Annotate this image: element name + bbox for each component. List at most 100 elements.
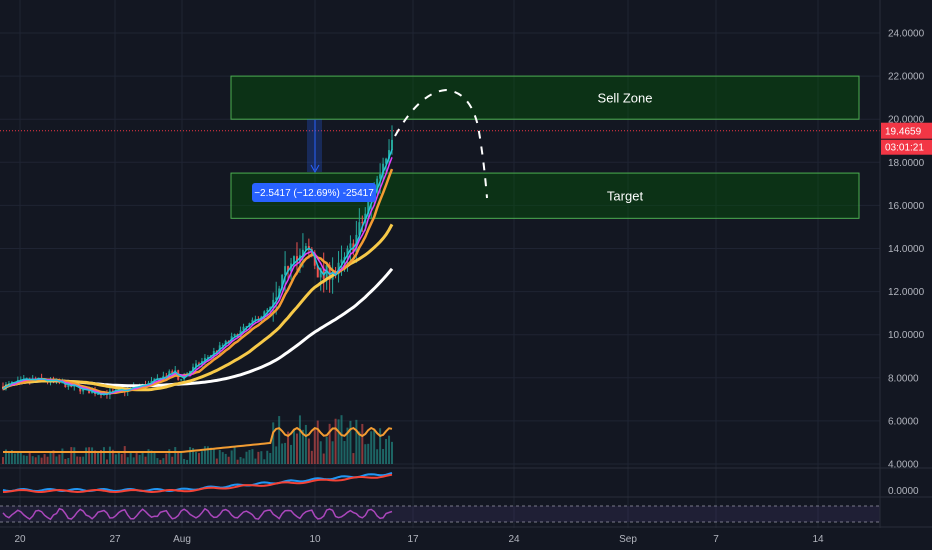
time-tick-label: 17 — [407, 534, 419, 545]
volume-bar — [304, 424, 307, 464]
volume-bar — [263, 459, 266, 464]
measure-label: −2.5417 (−12.69%) -25417 — [254, 188, 374, 199]
volume-bar — [239, 457, 242, 464]
signal-line — [2, 473, 393, 494]
volume-bar — [227, 456, 230, 464]
candle-body — [171, 371, 174, 374]
volume-bar — [322, 453, 325, 464]
candle-body — [340, 259, 343, 263]
volume-bar — [144, 456, 147, 464]
volume-bar — [73, 447, 76, 464]
volume-bar — [290, 444, 293, 464]
volume-bar — [88, 447, 91, 464]
volume-bar — [325, 436, 328, 464]
volume-bar — [16, 452, 19, 464]
volume-bar — [76, 456, 79, 464]
moving-averages — [2, 149, 394, 396]
price-tick-label: 22.0000 — [888, 72, 925, 83]
volume-bar — [358, 431, 361, 464]
candle-body — [301, 249, 304, 256]
volume-bar — [319, 441, 322, 464]
volume-bar — [13, 453, 16, 464]
volume-bar — [129, 452, 132, 464]
volume-bar — [174, 447, 177, 464]
volume-bar — [295, 433, 298, 464]
volume-bar — [117, 451, 120, 464]
volume-ma-line — [3, 426, 393, 453]
volume-bar — [156, 458, 159, 464]
volume-bar — [346, 427, 349, 464]
volume-bar — [370, 431, 373, 464]
volume-bar — [218, 450, 221, 464]
candle-body — [358, 222, 361, 235]
candle-body — [79, 386, 82, 392]
volume-bar — [85, 447, 88, 464]
price-tick-label: 6.0000 — [888, 416, 919, 427]
volume-bar — [236, 459, 239, 464]
volume-bar — [153, 451, 156, 464]
volume-bar — [251, 449, 254, 464]
volume-bar — [364, 444, 367, 464]
volume-bars — [2, 415, 393, 464]
zone-label: Target — [607, 189, 644, 204]
candle-body — [385, 158, 388, 164]
candle-body — [221, 345, 224, 347]
volume-bar — [141, 452, 144, 464]
time-tick-label: Sep — [619, 534, 637, 545]
volume-bar — [275, 446, 278, 464]
trade-zones: Sell Zone Target — [0, 75, 880, 219]
volume-bar — [233, 447, 236, 464]
volume-bar — [301, 429, 304, 464]
candle-body — [367, 202, 370, 214]
time-tick-label: 20 — [14, 534, 26, 545]
volume-bar — [4, 449, 7, 464]
volume-bar — [293, 428, 296, 464]
candle-body — [313, 256, 316, 266]
volume-bar — [28, 452, 31, 464]
candle-body — [251, 319, 254, 324]
measure-tool[interactable]: −2.5417 (−12.69%) -25417 — [252, 119, 376, 202]
candle-body — [212, 351, 215, 356]
time-tick-label: 24 — [508, 534, 520, 545]
price-tick-label: 24.0000 — [888, 29, 925, 40]
volume-bar — [150, 450, 153, 464]
volume-bar — [209, 447, 212, 464]
price-tick-label: 12.0000 — [888, 287, 925, 298]
volume-bar — [257, 451, 260, 464]
candle-body — [316, 265, 319, 278]
volume-bar — [278, 416, 281, 464]
time-tick-label: 10 — [309, 534, 321, 545]
volume-bar — [192, 448, 195, 464]
volume-bar — [189, 447, 192, 464]
volume-bar — [46, 456, 49, 464]
volume-bar — [391, 441, 393, 464]
volume-bar — [221, 452, 224, 464]
volume-bar — [337, 419, 340, 464]
candle-body — [275, 297, 278, 300]
volume-bar — [37, 455, 40, 464]
candle-body — [111, 390, 114, 392]
candle-body — [197, 363, 200, 365]
measure-arrowhead — [310, 164, 320, 174]
time-axis[interactable]: 20 27 Aug 10 17 24 Sep 7 14 — [14, 534, 824, 545]
zone-box — [230, 75, 860, 120]
volume-bar — [215, 458, 218, 464]
candle-body — [254, 318, 257, 320]
current-price-badge — [881, 122, 932, 139]
volume-bar — [147, 449, 150, 464]
volume-bar — [22, 455, 25, 464]
price-tick-label: 20.0000 — [888, 115, 925, 126]
candle-body — [304, 246, 307, 250]
price-tick-label: 8.0000 — [888, 373, 919, 384]
candle-body — [165, 375, 168, 377]
volume-bar — [352, 453, 355, 464]
time-tick-label: 7 — [713, 534, 719, 545]
price-axis[interactable]: 24.0000 22.0000 20.0000 18.0000 16.0000 14.00… — [879, 0, 932, 528]
ma-orange-line — [2, 168, 394, 395]
volume-bar — [281, 443, 284, 464]
volume-bar — [307, 438, 310, 464]
volume-bar — [272, 422, 275, 464]
candle-body — [263, 311, 266, 317]
candle-body — [245, 326, 248, 328]
